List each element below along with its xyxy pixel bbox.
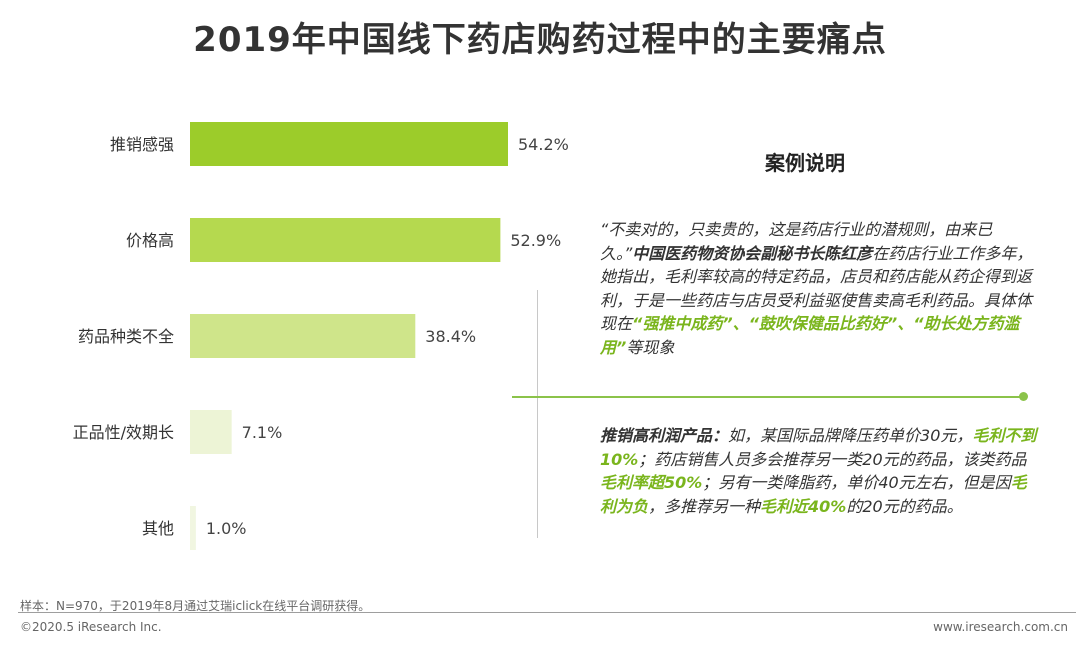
value-label: 7.1% bbox=[242, 423, 283, 442]
case-text-segment: 毛利近40% bbox=[760, 496, 847, 516]
case-text-segment: “不卖对的，只卖贵的，这是药店行业的潜规则，由来已久。” bbox=[600, 220, 993, 263]
category-label: 推销感强 bbox=[110, 135, 174, 154]
case-text-segment: 中国医药物资协会副秘书长陈红彦 bbox=[632, 243, 873, 263]
page-title: 2019年中国线下药店购药过程中的主要痛点 bbox=[193, 20, 887, 60]
vertical-divider bbox=[537, 290, 538, 538]
case-text-segment: 如，某国际品牌降压药单价30元， bbox=[728, 426, 973, 445]
case-text-segment: 在药店行业工作多年，她指出，毛利率较高的特定药品，店员和药店能从药企得到返利，于… bbox=[600, 243, 1033, 334]
bar bbox=[190, 314, 416, 358]
value-label: 54.2% bbox=[518, 135, 569, 154]
divider-dot bbox=[1019, 392, 1028, 401]
case-text-segment: ，多推荐另一种 bbox=[648, 496, 761, 516]
case-text-segment: 毛利不到10% bbox=[600, 426, 1037, 469]
bar bbox=[190, 506, 196, 550]
category-label: 其他 bbox=[142, 519, 174, 538]
bar bbox=[190, 218, 501, 262]
case-paragraph-example: 推销高利润产品：如，某国际品牌降压药单价30元，毛利不到10%；药店销售人员多会… bbox=[600, 424, 1040, 518]
value-label: 52.9% bbox=[510, 231, 561, 250]
case-text-segment: 毛利率超50% bbox=[600, 473, 703, 492]
footer-divider bbox=[18, 612, 1076, 613]
case-title: 案例说明 bbox=[765, 151, 845, 175]
case-paragraph-quote: “不卖对的，只卖贵的，这是药店行业的潜规则，由来已久。”中国医药物资协会副秘书长… bbox=[600, 218, 1040, 359]
bar bbox=[190, 410, 232, 454]
category-label: 价格高 bbox=[126, 231, 174, 250]
case-text-segment: 等现象 bbox=[626, 337, 675, 357]
horizontal-divider bbox=[512, 396, 1025, 398]
bar-chart: 推销感强 54.2% 价格高 52.9% 药品种类不全 38.4% 正品性/效期长 7.1% 其… bbox=[73, 122, 569, 550]
case-text-segment: ；药店销售人员多会推荐另一类20元的药品，该类药品 bbox=[638, 449, 1027, 469]
case-text-segment: ；另有一类降脂药，单价40元左右，但是因 bbox=[702, 473, 1011, 492]
case-text-segment: “强推中成药”、“鼓吹保健品比药好”、“助长处方药滥用” bbox=[600, 314, 1020, 357]
bar bbox=[190, 122, 508, 166]
value-label: 1.0% bbox=[206, 519, 247, 538]
case-text-segment: 的20元的药品。 bbox=[846, 496, 963, 516]
website: www.iresearch.com.cn bbox=[933, 620, 1068, 634]
case-text-segment: 推销高利润产品： bbox=[600, 426, 729, 445]
copyright: ©2020.5 iResearch Inc. bbox=[20, 620, 162, 634]
value-label: 38.4% bbox=[425, 327, 476, 346]
category-label: 正品性/效期长 bbox=[73, 423, 174, 442]
sample-note: 样本：N=970，于2019年8月通过艾瑞iclick在线平台调研获得。 bbox=[20, 599, 371, 613]
category-label: 药品种类不全 bbox=[78, 327, 174, 346]
case-text-segment: 毛利为负 bbox=[600, 473, 1027, 516]
